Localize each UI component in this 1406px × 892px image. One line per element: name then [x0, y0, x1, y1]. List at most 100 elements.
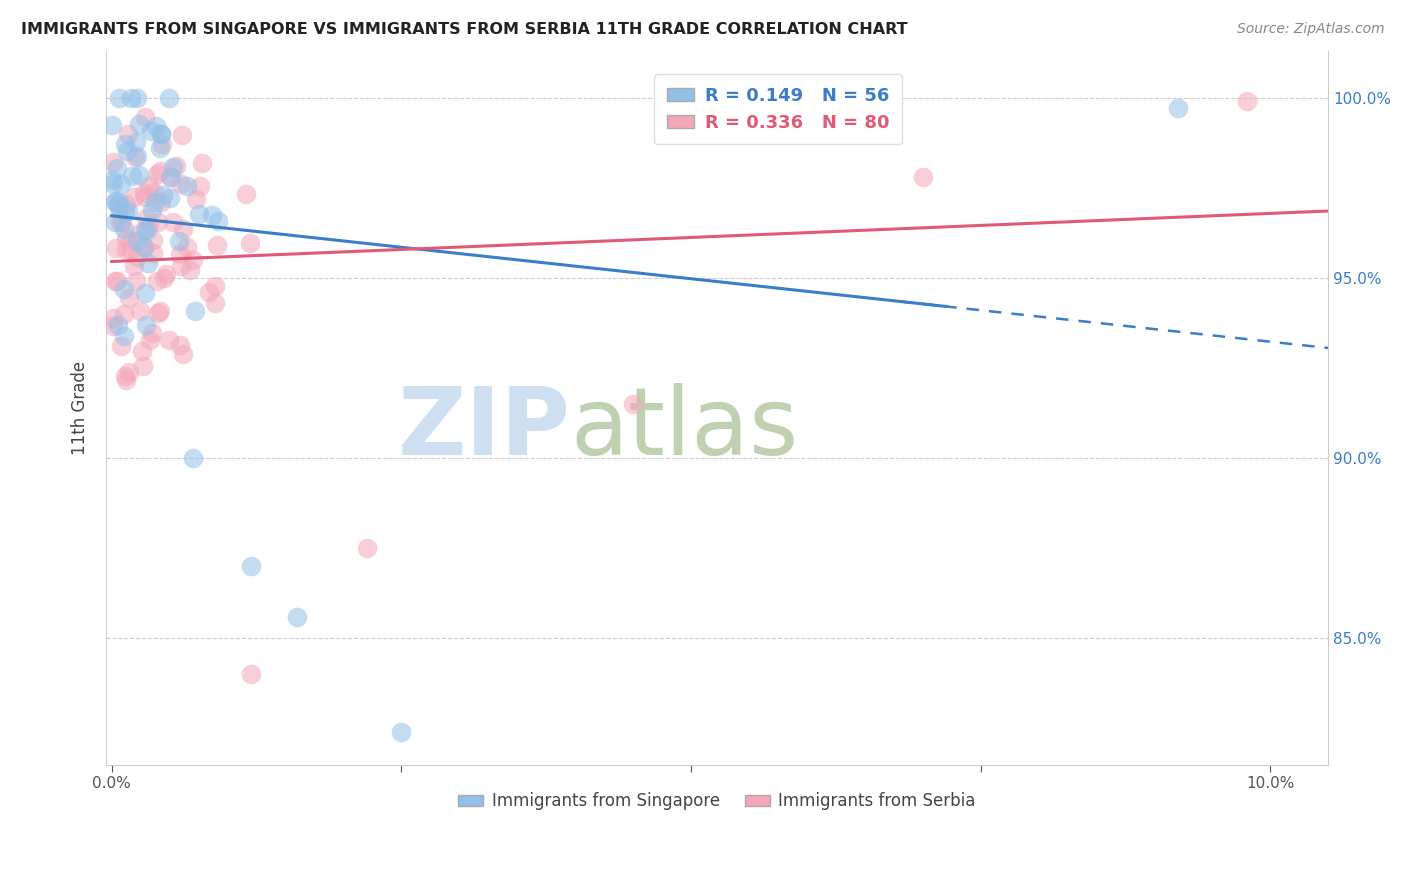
Point — [1167, 101, 1189, 115]
Text: atlas: atlas — [571, 383, 799, 475]
Point — [115, 231, 138, 245]
Point — [112, 328, 135, 343]
Point — [621, 397, 644, 411]
Point — [104, 215, 127, 229]
Point — [239, 236, 262, 251]
Point — [110, 339, 132, 353]
Point — [135, 223, 157, 237]
Point — [101, 118, 124, 132]
Point — [149, 164, 172, 178]
Point — [135, 318, 157, 332]
Point — [142, 233, 165, 247]
Point — [103, 319, 125, 334]
Point — [112, 221, 135, 235]
Point — [136, 256, 159, 270]
Point — [184, 304, 207, 318]
Point — [122, 259, 145, 273]
Point — [356, 541, 378, 556]
Point — [142, 185, 165, 199]
Point — [104, 195, 127, 210]
Point — [239, 667, 262, 681]
Point — [207, 237, 229, 252]
Point — [169, 338, 191, 352]
Point — [118, 365, 141, 379]
Point — [104, 194, 127, 209]
Point — [125, 235, 148, 249]
Point — [150, 128, 173, 142]
Point — [125, 274, 148, 288]
Point — [105, 161, 128, 175]
Point — [118, 291, 141, 305]
Point — [134, 223, 156, 237]
Point — [108, 90, 131, 104]
Point — [124, 150, 146, 164]
Point — [153, 270, 176, 285]
Point — [129, 303, 152, 318]
Point — [285, 609, 308, 624]
Point — [150, 136, 173, 151]
Point — [165, 159, 187, 173]
Point — [239, 559, 262, 574]
Point — [160, 170, 183, 185]
Point — [121, 169, 143, 184]
Point — [112, 282, 135, 296]
Point — [135, 211, 157, 225]
Point — [115, 144, 138, 158]
Point — [167, 234, 190, 248]
Point — [150, 194, 173, 209]
Point — [157, 333, 180, 347]
Point — [186, 192, 208, 206]
Point — [134, 190, 156, 204]
Point — [139, 333, 162, 347]
Point — [117, 204, 139, 219]
Point — [235, 186, 257, 201]
Point — [157, 90, 180, 104]
Point — [108, 194, 131, 209]
Point — [104, 241, 127, 255]
Point — [170, 259, 193, 273]
Point — [207, 214, 229, 228]
Point — [117, 127, 139, 141]
Point — [112, 307, 135, 321]
Text: Source: ZipAtlas.com: Source: ZipAtlas.com — [1237, 22, 1385, 37]
Point — [127, 90, 149, 104]
Point — [162, 215, 184, 229]
Point — [132, 359, 155, 373]
Point — [134, 111, 156, 125]
Point — [131, 343, 153, 358]
Point — [170, 128, 193, 142]
Point — [129, 226, 152, 240]
Point — [159, 191, 181, 205]
Point — [108, 203, 131, 218]
Point — [128, 168, 150, 182]
Point — [145, 274, 167, 288]
Point — [181, 252, 204, 267]
Point — [176, 178, 198, 193]
Point — [179, 263, 201, 277]
Point — [139, 123, 162, 137]
Point — [125, 149, 148, 163]
Point — [120, 243, 142, 257]
Point — [204, 296, 226, 310]
Point — [132, 240, 155, 254]
Point — [125, 135, 148, 149]
Point — [103, 311, 125, 326]
Point — [911, 169, 934, 184]
Point — [115, 373, 138, 387]
Point — [121, 90, 143, 104]
Point — [132, 240, 155, 254]
Point — [108, 215, 131, 229]
Point — [101, 172, 124, 186]
Point — [138, 179, 160, 194]
Point — [111, 215, 134, 229]
Point — [162, 160, 184, 174]
Point — [114, 136, 136, 151]
Point — [141, 326, 163, 340]
Point — [114, 204, 136, 219]
Point — [107, 274, 129, 288]
Point — [120, 234, 142, 248]
Legend: Immigrants from Singapore, Immigrants from Serbia: Immigrants from Singapore, Immigrants fr… — [451, 786, 983, 817]
Point — [141, 202, 163, 217]
Point — [146, 306, 169, 320]
Point — [152, 188, 174, 202]
